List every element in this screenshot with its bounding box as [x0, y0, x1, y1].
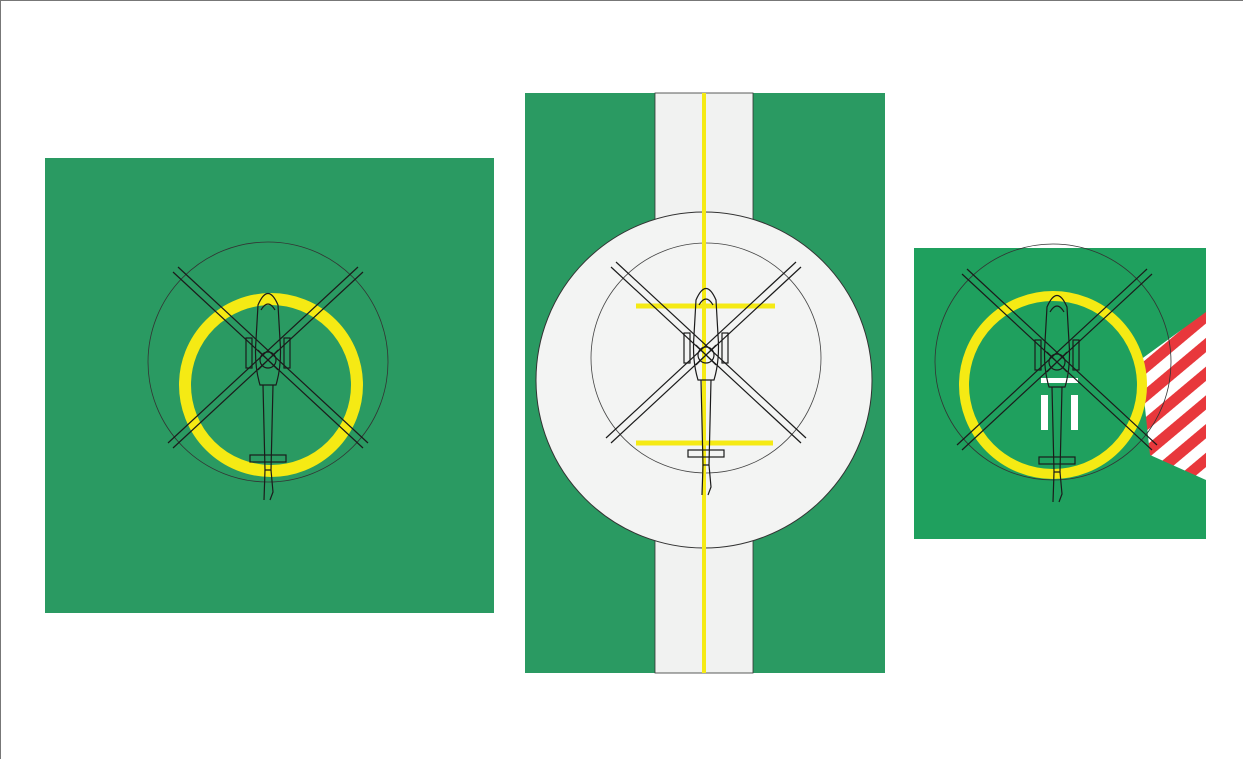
- pad-2: [525, 92, 885, 674]
- hazard-stripes: [1140, 312, 1206, 480]
- rotor-circle: [934, 243, 1172, 481]
- touchdown-ring: [959, 291, 1147, 479]
- h-marking: [1041, 378, 1078, 430]
- pad-1: [45, 158, 494, 613]
- rotor-circle: [147, 241, 389, 483]
- pad-3: [914, 243, 1206, 539]
